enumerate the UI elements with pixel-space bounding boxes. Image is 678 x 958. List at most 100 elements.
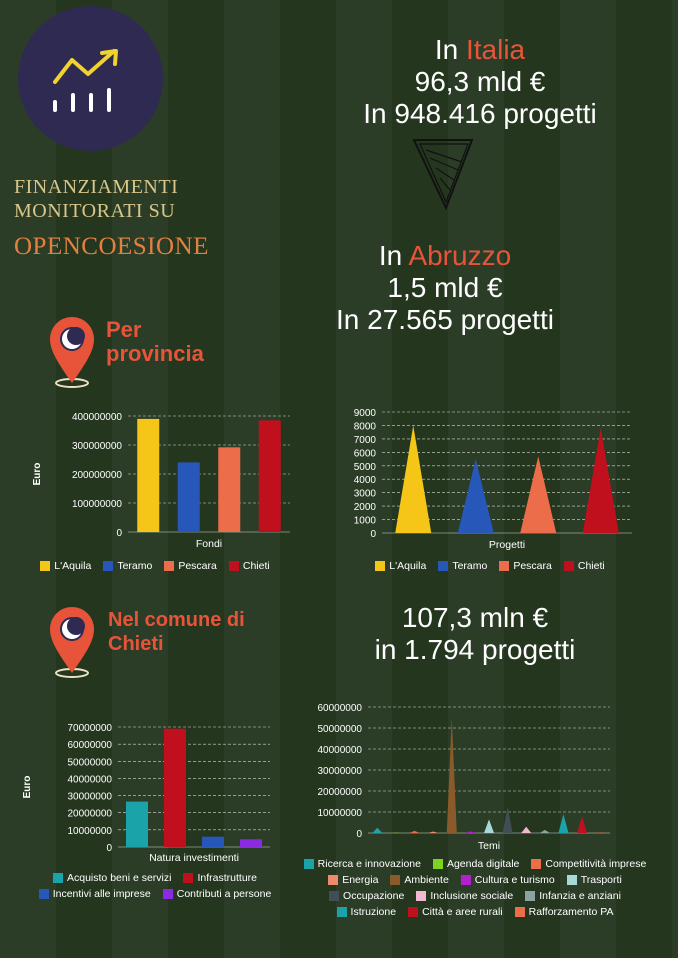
- legend-item[interactable]: Chieti: [228, 560, 270, 572]
- legend-swatch: [460, 875, 471, 885]
- abruzzo-region: Abruzzo: [408, 240, 512, 271]
- legend-item[interactable]: Pescara: [499, 560, 552, 572]
- y-axis-label: Euro: [32, 463, 43, 486]
- area-peak: [465, 831, 476, 833]
- x-axis-label: Progetti: [489, 539, 525, 551]
- y-tick-label: 200000000: [72, 470, 122, 481]
- chart-fondi: 0 100000000 200000000 300000000 400000000 Fon…: [32, 412, 290, 550]
- legend-swatch: [228, 561, 239, 571]
- legend-item[interactable]: Rafforzamento PA: [514, 906, 613, 918]
- legend-swatch: [499, 561, 510, 571]
- legend-swatch: [375, 561, 386, 571]
- legend-item[interactable]: Teramo: [103, 560, 152, 572]
- area-peak: [395, 425, 432, 533]
- legend-item[interactable]: Infanzia e anziani: [525, 890, 621, 902]
- y-tick-label: 40000000: [318, 745, 363, 756]
- y-tick-label: 30000000: [318, 766, 363, 777]
- y-tick-label: 6000: [354, 448, 377, 459]
- provincia-title-line1: Per: [106, 317, 142, 342]
- legend-label: Trasporti: [580, 874, 622, 886]
- y-tick-label: 0: [106, 843, 112, 854]
- legend-label: L'Aquila: [54, 560, 92, 572]
- legend-item[interactable]: Città e aree rurali: [408, 906, 503, 918]
- legend-item[interactable]: Agenda digitale: [432, 858, 520, 870]
- y-tick-label: 100000000: [72, 499, 122, 510]
- y-tick-label: 20000000: [318, 787, 363, 798]
- y-tick-label: 40000000: [68, 774, 113, 785]
- legend-temi: Ricerca e innovazione Agenda digitale Comp…: [300, 858, 650, 918]
- legend-label: Teramo: [452, 560, 488, 572]
- legend-item[interactable]: Pescara: [164, 560, 217, 572]
- legend-item[interactable]: Occupazione: [329, 890, 404, 902]
- legend-item[interactable]: L'Aquila: [40, 560, 91, 572]
- legend-swatch: [40, 561, 51, 571]
- legend-swatch: [416, 891, 427, 901]
- legend-progetti: L'Aquila Teramo Pescara Chieti: [350, 560, 630, 572]
- y-tick-label: 400000000: [72, 412, 122, 423]
- chart-natura: 0 10000000 20000000 30000000 40000000 5000000…: [22, 723, 270, 864]
- legend-item[interactable]: Competitività imprese: [531, 858, 646, 870]
- chart-progetti: 0 1000 2000 3000 4000 5000 6000 7000 8000 9000 Pro…: [354, 408, 632, 551]
- y-tick-label: 60000000: [68, 740, 113, 751]
- area-peak: [484, 819, 494, 833]
- legend-label: Acquisto beni e servizi: [67, 872, 172, 884]
- abruzzo-stat: In Abruzzo 1,5 mld € In 27.565 progetti: [255, 240, 635, 336]
- y-tick-label: 70000000: [68, 723, 113, 734]
- bar: [240, 839, 262, 847]
- area-peak: [428, 831, 439, 833]
- x-axis-label: Temi: [478, 840, 500, 852]
- chieti-title-line2: Chieti: [108, 633, 164, 655]
- legend-item[interactable]: Cultura e turismo: [460, 874, 555, 886]
- bar: [137, 418, 160, 532]
- legend-label: Infrastrutture: [197, 872, 257, 884]
- location-pin-icon: [50, 607, 94, 678]
- legend-item[interactable]: Teramo: [438, 560, 487, 572]
- legend-label: Chieti: [577, 560, 605, 572]
- legend-label: Incentivi alle imprese: [52, 888, 151, 900]
- legend-label: Istruzione: [350, 906, 397, 918]
- bar: [218, 447, 241, 532]
- legend-item[interactable]: L'Aquila: [375, 560, 426, 572]
- y-tick-label: 300000000: [72, 441, 122, 452]
- area-peak: [520, 456, 557, 533]
- y-tick-label: 0: [356, 829, 362, 840]
- legend-swatch: [514, 907, 525, 917]
- area-peak: [539, 829, 550, 833]
- area-peak: [558, 814, 569, 833]
- italia-projects: In 948.416 progetti: [363, 98, 597, 129]
- legend-item[interactable]: Chieti: [563, 560, 605, 572]
- legend-item[interactable]: Incentivi alle imprese: [38, 888, 151, 900]
- chart-growth-icon: [53, 49, 118, 112]
- bar: [202, 836, 224, 847]
- y-tick-label: 0: [116, 528, 122, 539]
- legend-swatch: [53, 873, 63, 883]
- legend-label: Agenda digitale: [446, 858, 520, 870]
- legend-item[interactable]: Energia: [328, 874, 378, 886]
- legend-swatch: [563, 561, 574, 571]
- legend-item[interactable]: Acquisto beni e servizi: [53, 872, 171, 884]
- legend-item[interactable]: Infrastrutture: [183, 872, 257, 884]
- bar: [164, 728, 186, 847]
- legend-label: Ambiente: [404, 874, 449, 886]
- legend-item[interactable]: Ambiente: [390, 874, 449, 886]
- legend-item[interactable]: Istruzione: [336, 906, 397, 918]
- legend-item[interactable]: Trasporti: [566, 874, 622, 886]
- heading-line3: OPENCOESIONE: [14, 233, 209, 260]
- legend-label: Pescara: [178, 560, 217, 572]
- legend-swatch: [162, 889, 173, 899]
- legend-item[interactable]: Inclusione sociale: [416, 890, 513, 902]
- legend-item[interactable]: Ricerca e innovazione: [303, 858, 421, 870]
- abruzzo-prefix: In: [378, 240, 409, 271]
- legend-swatch: [103, 561, 114, 571]
- legend-label: L'Aquila: [389, 560, 427, 572]
- y-tick-label: 5000: [354, 462, 377, 473]
- legend-label: Cultura e turismo: [474, 874, 555, 886]
- legend-natura: Acquisto beni e servizi Infrastrutture Inc…: [20, 872, 290, 900]
- legend-swatch: [525, 891, 536, 901]
- y-tick-label: 2000: [354, 502, 377, 513]
- logo-badge: [18, 6, 163, 151]
- legend-label: Città e aree rurali: [422, 906, 503, 918]
- x-axis-label: Fondi: [196, 538, 222, 550]
- legend-item[interactable]: Contributi a persone: [162, 888, 271, 900]
- bar: [258, 420, 281, 532]
